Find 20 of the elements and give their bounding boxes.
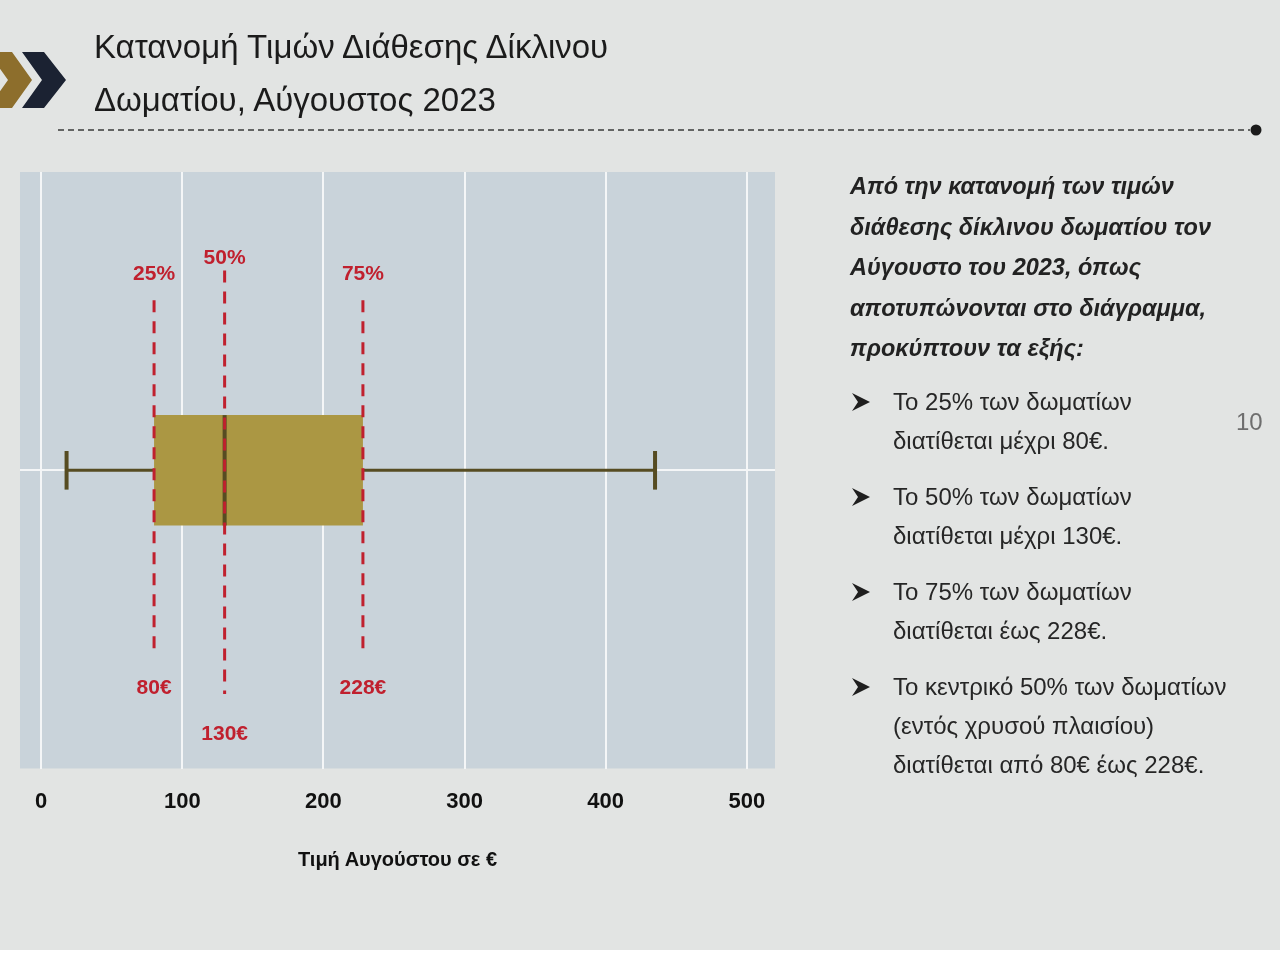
ref-line-label: 228€ [339,675,387,699]
x-tick-label: 100 [163,787,201,813]
annotation: 25% [133,261,176,285]
x-tick-label: 500 [728,787,766,813]
x-tick-label: 0 [35,787,48,813]
chart-title: Κατανομή Τιμών Διάθεσης Δίκλινου Δωματίου, Αύγουστος 2023 [94,27,609,120]
text: Το κεντρικό 50% των δωματίων (εντός χρυσού πλαισίου) διατίθεται από 80€ έως 228€. [893,672,1227,780]
ref-line-label: 80€ [136,675,172,699]
text: Το 75% των δωματίων διατίθεται έως 228€. [893,577,1132,646]
annotation: 50% [203,245,246,269]
text: Από την κατανομή των τιμών διάθεσης δίκλινου δωματίου τον Αύγουστο του 2023, όπως αποτυπώνονται στο διάγραμμα, προκύπτουν τα εξής: [850,172,1213,363]
annotation: 75% [341,261,385,285]
x-tick-label: 200 [305,787,342,813]
x-axis-title: Τιμή Αυγούστου σε € [297,847,498,870]
text: Το 25% των δωματίων διατίθεται μέχρι 80€. [893,387,1132,456]
ref-line-label: 130€ [201,720,249,744]
x-tick-label: 300 [446,787,483,813]
text: Το 50% των δωματίων διατίθεται μέχρι 130€. [893,482,1132,551]
text: 10 [1236,408,1263,436]
x-tick-label: 400 [587,787,625,813]
